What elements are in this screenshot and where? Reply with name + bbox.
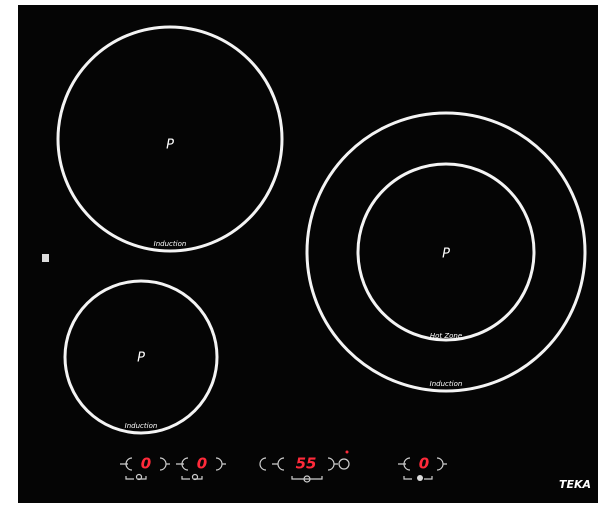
control-display: 55 xyxy=(296,455,317,473)
hob-photo: P Induction P Induction P Hot Zone Induc… xyxy=(0,0,615,506)
control-display: 0 xyxy=(141,455,151,473)
zone-label: Induction xyxy=(430,380,463,388)
control-display: 0 xyxy=(419,455,429,473)
control-dot xyxy=(417,475,423,481)
zone-mark: P xyxy=(137,351,145,366)
zone-inner-label: Hot Zone xyxy=(430,332,462,340)
control-led xyxy=(346,451,349,454)
zone-mark: P xyxy=(166,138,174,153)
control-display: 0 xyxy=(197,455,207,473)
zone-label: Induction xyxy=(125,422,158,430)
brand-logo: TEKA xyxy=(559,478,591,491)
zone-label: Induction xyxy=(154,240,187,248)
zone-mark: P xyxy=(442,247,450,262)
lock-icon xyxy=(42,254,49,262)
